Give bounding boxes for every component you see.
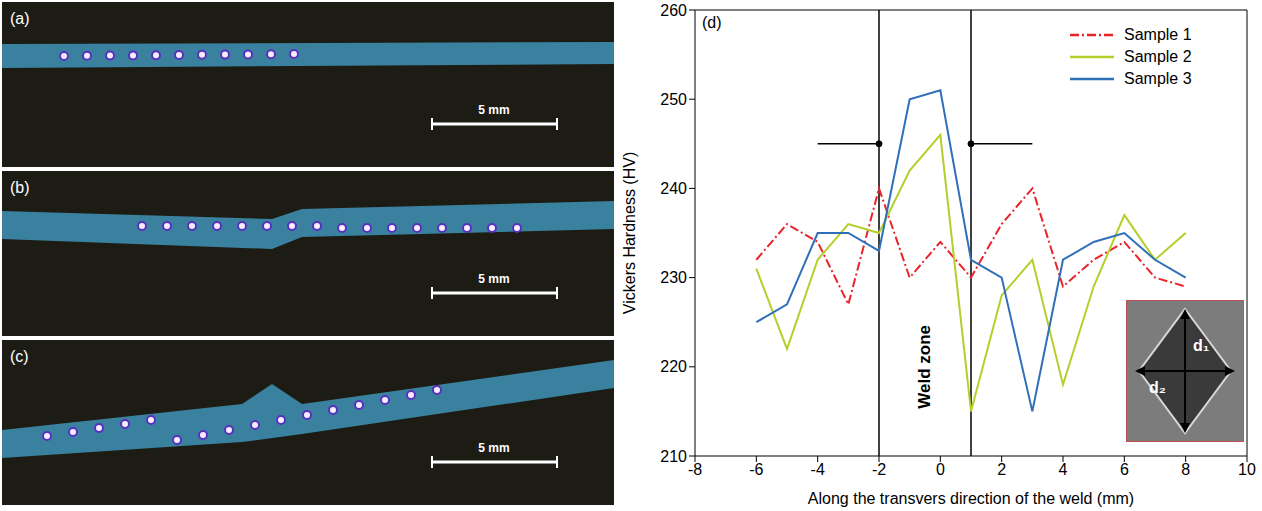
svg-text:-2: -2 [872, 461, 886, 478]
svg-text:2: 2 [997, 461, 1006, 478]
svg-text:0: 0 [936, 461, 945, 478]
html-text:Sample 1: Sample 1 [1124, 26, 1192, 43]
svg-text:5 mm: 5 mm [478, 272, 509, 286]
svg-text:-8: -8 [688, 461, 702, 478]
svg-text:(c): (c) [10, 348, 29, 365]
svg-text:5 mm: 5 mm [478, 441, 509, 455]
svg-text:-4: -4 [811, 461, 825, 478]
svg-text:(a): (a) [10, 10, 30, 27]
html-text:Sample 2: Sample 2 [1124, 48, 1192, 65]
svg-text:10: 10 [1238, 461, 1256, 478]
svg-text:6: 6 [1120, 461, 1129, 478]
svg-text:210: 210 [660, 448, 687, 465]
svg-text:260: 260 [660, 2, 687, 19]
svg-text:Vickers Hardness (HV): Vickers Hardness (HV) [621, 152, 638, 314]
svg-text:8: 8 [1181, 461, 1190, 478]
svg-text:240: 240 [660, 180, 687, 197]
svg-text:Along the transvers direction: Along the transvers direction of the wel… [808, 490, 1134, 507]
svg-text:d₂: d₂ [1149, 379, 1166, 396]
svg-text:(b): (b) [10, 179, 30, 196]
svg-text:-6: -6 [749, 461, 763, 478]
html-text:Sample 3: Sample 3 [1124, 70, 1192, 87]
svg-text:d₁: d₁ [1193, 337, 1210, 354]
svg-text:5 mm: 5 mm [478, 103, 509, 117]
html-text:(d): (d) [702, 14, 722, 31]
svg-text:230: 230 [660, 269, 687, 286]
svg-text:Weld zone: Weld zone [916, 325, 935, 409]
svg-text:250: 250 [660, 91, 687, 108]
svg-text:220: 220 [660, 358, 687, 375]
svg-text:4: 4 [1059, 461, 1068, 478]
